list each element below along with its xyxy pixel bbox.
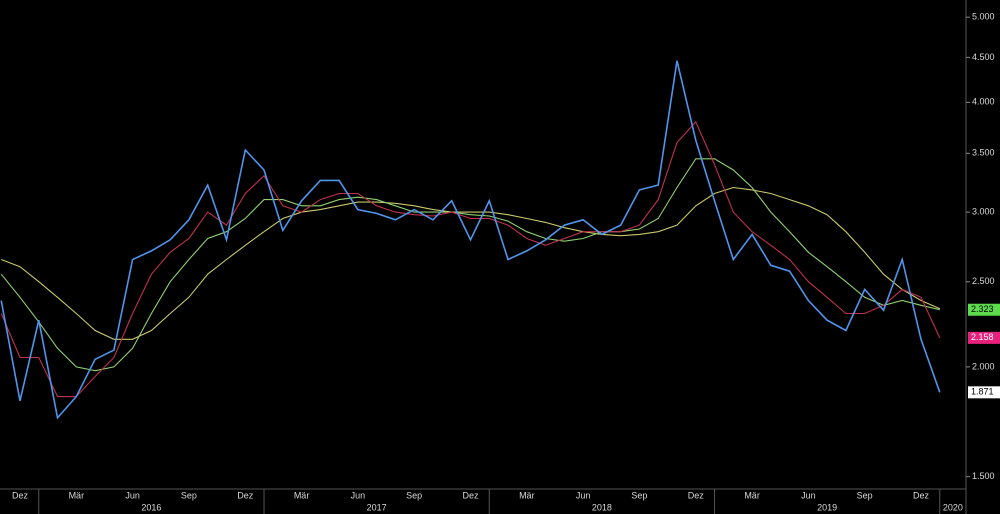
last-value-label: 2.158 xyxy=(971,332,994,342)
y-tick-label: 3.000 xyxy=(972,207,995,217)
x-tick-label: Jun xyxy=(576,490,591,500)
x-tick-label: Dez xyxy=(237,490,254,500)
moving-average-line xyxy=(0,120,941,398)
x-tick-label: Jun xyxy=(351,490,366,500)
x-tick-label: Dez xyxy=(462,490,479,500)
x-tick-label: Sep xyxy=(631,490,647,500)
year-label: 2018 xyxy=(592,502,612,512)
moving-average-line xyxy=(1,186,941,340)
y-tick-label: 4.500 xyxy=(972,52,995,62)
last-value-label: 2.323 xyxy=(971,304,994,314)
y-tick-label: 2.500 xyxy=(972,276,995,286)
y-tick-label: 4.000 xyxy=(972,97,995,107)
last-value-label: 1.871 xyxy=(971,387,994,397)
last-value-box xyxy=(968,303,1000,316)
x-tick-label: Jun xyxy=(125,490,140,500)
year-label: 2020 xyxy=(943,502,963,512)
last-value-box xyxy=(968,331,1000,344)
y-tick-label: 2.000 xyxy=(972,361,995,371)
x-tick-label: Jun xyxy=(801,490,816,500)
last-value-box xyxy=(968,386,1000,399)
x-tick-label: Sep xyxy=(857,490,873,500)
x-tick-label: Dez xyxy=(688,490,705,500)
x-tick-label: Mär xyxy=(294,490,310,500)
x-tick-label: Mär xyxy=(744,490,760,500)
y-tick-label: 5.000 xyxy=(972,12,995,22)
x-tick-label: Mär xyxy=(519,490,535,500)
year-label: 2017 xyxy=(367,502,387,512)
year-label: 2016 xyxy=(141,502,161,512)
y-tick-label: 1.500 xyxy=(972,471,995,481)
year-label: 2019 xyxy=(817,502,837,512)
x-tick-label: Mär xyxy=(69,490,85,500)
y-tick-label: 3.500 xyxy=(972,148,995,158)
price-line xyxy=(0,60,941,420)
x-tick-label: Dez xyxy=(12,490,29,500)
x-tick-label: Dez xyxy=(913,490,930,500)
moving-average-line xyxy=(0,158,940,372)
x-tick-label: Sep xyxy=(406,490,422,500)
x-tick-label: Sep xyxy=(181,490,197,500)
